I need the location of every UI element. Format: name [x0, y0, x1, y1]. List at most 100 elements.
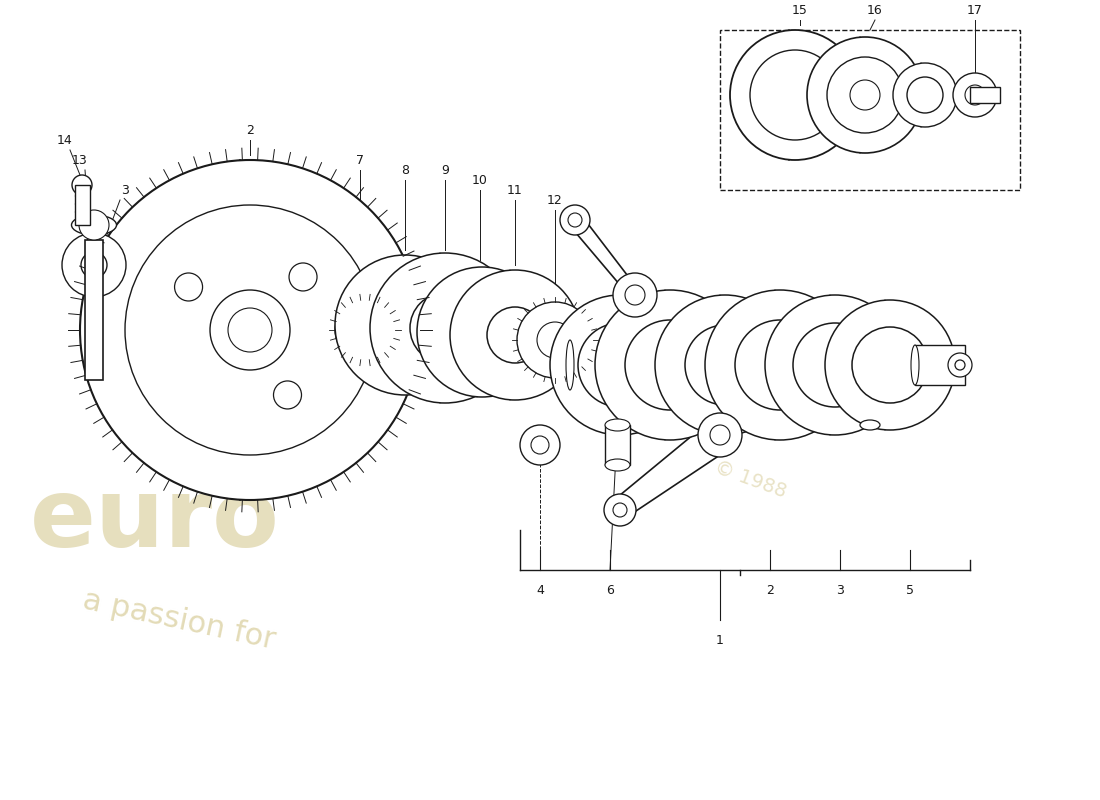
Circle shape: [560, 205, 590, 235]
Ellipse shape: [917, 63, 925, 127]
Text: 15: 15: [792, 3, 807, 17]
Text: 4: 4: [536, 583, 543, 597]
Ellipse shape: [605, 419, 630, 431]
Bar: [970, 87, 1000, 103]
Circle shape: [80, 160, 420, 500]
Circle shape: [520, 425, 560, 465]
Text: 17: 17: [967, 3, 983, 17]
Circle shape: [948, 353, 972, 377]
Circle shape: [852, 327, 928, 403]
Ellipse shape: [473, 267, 482, 397]
Circle shape: [685, 325, 764, 405]
Ellipse shape: [610, 295, 620, 435]
Ellipse shape: [855, 37, 865, 153]
Ellipse shape: [72, 215, 117, 235]
Ellipse shape: [566, 340, 574, 390]
Circle shape: [289, 263, 317, 291]
Ellipse shape: [911, 345, 918, 385]
Text: 14: 14: [57, 134, 73, 146]
Bar: [915, 345, 965, 385]
Circle shape: [517, 302, 593, 378]
Text: euro: euro: [30, 474, 279, 566]
Circle shape: [450, 270, 580, 400]
Ellipse shape: [230, 160, 250, 500]
Bar: [75, 185, 90, 225]
Circle shape: [537, 322, 573, 358]
Ellipse shape: [825, 295, 835, 435]
Ellipse shape: [355, 300, 365, 360]
Ellipse shape: [506, 270, 515, 400]
Circle shape: [81, 252, 107, 278]
Circle shape: [735, 320, 825, 410]
Circle shape: [210, 290, 290, 370]
Circle shape: [764, 295, 905, 435]
Circle shape: [625, 320, 715, 410]
Circle shape: [72, 175, 92, 195]
Circle shape: [336, 255, 475, 395]
Circle shape: [351, 316, 380, 344]
Circle shape: [125, 205, 375, 455]
Text: a passion for: a passion for: [80, 586, 278, 654]
Text: 16: 16: [867, 3, 883, 17]
Circle shape: [965, 85, 985, 105]
Bar: [605, 425, 630, 465]
Circle shape: [827, 57, 903, 133]
Circle shape: [908, 77, 943, 113]
Circle shape: [825, 300, 955, 430]
Ellipse shape: [860, 420, 880, 430]
Ellipse shape: [395, 255, 405, 395]
Circle shape: [850, 80, 880, 110]
Circle shape: [893, 63, 957, 127]
Bar: [720, 30, 1020, 190]
Circle shape: [578, 323, 662, 407]
Ellipse shape: [770, 290, 780, 440]
Circle shape: [604, 494, 636, 526]
Circle shape: [595, 290, 745, 440]
Ellipse shape: [434, 253, 446, 403]
Circle shape: [550, 295, 690, 435]
Circle shape: [274, 381, 301, 409]
Circle shape: [62, 233, 126, 297]
Text: 2: 2: [766, 583, 774, 597]
Circle shape: [417, 267, 547, 397]
Circle shape: [452, 302, 512, 362]
Ellipse shape: [547, 302, 556, 378]
Circle shape: [730, 30, 860, 160]
Circle shape: [228, 308, 272, 352]
Ellipse shape: [86, 233, 94, 297]
Circle shape: [625, 285, 645, 305]
Text: 3: 3: [836, 583, 844, 597]
Ellipse shape: [880, 300, 890, 430]
Text: 1: 1: [716, 634, 724, 646]
Ellipse shape: [660, 290, 670, 440]
Circle shape: [955, 360, 965, 370]
Circle shape: [410, 293, 480, 363]
Circle shape: [953, 73, 997, 117]
Circle shape: [531, 436, 549, 454]
Ellipse shape: [605, 459, 630, 471]
Text: 6: 6: [606, 583, 614, 597]
Circle shape: [613, 273, 657, 317]
Text: 7: 7: [356, 154, 364, 166]
Circle shape: [698, 413, 742, 457]
Circle shape: [807, 37, 923, 153]
Circle shape: [654, 295, 795, 435]
Circle shape: [705, 290, 855, 440]
Text: 11: 11: [507, 183, 522, 197]
Circle shape: [373, 293, 437, 357]
Bar: [85, 240, 103, 380]
Circle shape: [710, 425, 730, 445]
Circle shape: [487, 307, 543, 363]
Text: 13: 13: [73, 154, 88, 166]
Text: © 1988: © 1988: [712, 458, 789, 502]
Text: 5: 5: [906, 583, 914, 597]
Text: 12: 12: [547, 194, 563, 206]
Circle shape: [336, 300, 395, 360]
Circle shape: [370, 253, 520, 403]
Text: 8: 8: [402, 163, 409, 177]
Text: 10: 10: [472, 174, 488, 186]
Circle shape: [793, 323, 877, 407]
Bar: [570, 340, 605, 390]
Text: 2: 2: [246, 123, 254, 137]
Circle shape: [750, 50, 840, 140]
